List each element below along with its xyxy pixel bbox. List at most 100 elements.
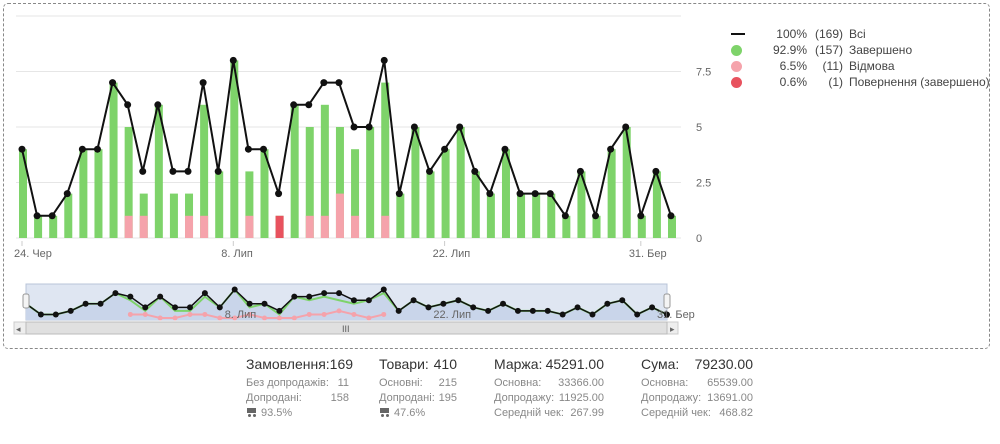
orders-label: Замовлення: [246,356,330,372]
data-point [652,167,660,175]
bar-returned [275,215,284,238]
navigator-point [350,297,357,304]
bar-completed [94,149,103,238]
bar-refused [139,215,148,238]
data-point [546,190,554,198]
y-tick-label: 7.5 [696,67,711,79]
x-axis-ticks: 24. Чер 8. Лип 22. Лип 31. Бер [14,241,667,260]
bar-completed [200,104,209,238]
navigator[interactable]: 8. Лип 22. Лип 31. Бер III ◂ ▸ [13,283,695,335]
stats-orders: Замовлення: 169 Без допродажів: 11 Допрода… [246,356,354,419]
data-point [501,145,509,153]
data-point [426,167,434,175]
data-point [259,145,267,153]
navigator-point [261,300,268,307]
navigator-point [216,304,223,311]
navigator-tick-label: 8. Лип [225,309,257,321]
navigator-refused-point [127,311,133,317]
data-point [531,190,539,198]
bar-completed [169,193,178,238]
bar-completed [426,171,435,238]
navigator-refused-point [291,315,297,321]
data-point [456,123,464,131]
navigator-refused-point [306,311,312,317]
data-point [576,167,584,175]
x-tick-label: 31. Бер [629,248,667,260]
navigator-point [395,307,402,314]
data-point [441,145,449,153]
navigator-refused-point [202,311,208,317]
data-point [199,79,207,87]
y-tick-label: 5 [696,122,702,134]
data-point [33,212,41,220]
data-point [275,190,283,198]
navigator-point [112,290,119,297]
navigator-point [142,304,149,311]
bar-completed [577,171,586,238]
navigator-point [67,307,74,314]
legend-item-returned[interactable]: 0.6% (1) Повернення (завершено) [731,74,990,90]
data-point [305,101,313,109]
navigator-point [559,311,566,318]
bar-completed [245,171,254,238]
bar-refused [351,215,360,238]
bar-refused [320,215,329,238]
bar-completed [335,127,344,238]
bar-completed [215,171,224,238]
bar-completed [305,127,314,238]
navigator-point [514,307,521,314]
navigator-point [82,300,89,307]
navigator-point [455,297,462,304]
scroll-left-arrow: ◂ [16,324,21,334]
legend-item-all[interactable]: 100% (169) Всі [731,26,990,42]
navigator-refused-point [336,308,342,314]
data-point [410,123,418,131]
navigator-refused-point [232,315,238,321]
navigator-refused-point [262,315,268,321]
chart-panel: 24. Чер 8. Лип 22. Лип 31. Бер 0 2.5 5 7.5 8. … [3,3,990,349]
navigator-handle [663,293,671,309]
margin-value: 45291.00 [545,356,604,372]
bar-completed [49,215,58,238]
data-point [169,167,177,175]
data-point [63,190,71,198]
stats-sum: Сума: 79230.00 Основна: 65539.00 Допродажу… [641,356,753,419]
data-point [592,212,600,220]
navigator-point [470,304,477,311]
navigator-point [157,293,164,300]
navigator-point [380,286,387,293]
bar-completed [396,193,405,238]
margin-label: Маржа: [494,356,543,372]
data-point [18,145,26,153]
bar-refused [200,215,209,238]
navigator-point [574,304,581,311]
legend-item-refused[interactable]: 6.5% (11) Відмова [731,58,990,74]
line-marker-icon [731,33,745,35]
navigator-refused-point [321,311,327,317]
chart-svg: 24. Чер 8. Лип 22. Лип 31. Бер 0 2.5 5 7.5 8. … [13,15,711,335]
navigator-area [26,289,667,320]
bar-completed [366,127,375,238]
data-point [335,79,343,87]
navigator-point [500,300,507,307]
data-point [380,56,388,64]
bar-completed [517,193,526,238]
legend-item-completed[interactable]: 92.9% (157) Завершено [731,42,990,58]
bar-completed [486,193,495,238]
data-point [124,101,132,109]
bar-completed [34,215,43,238]
data-point [229,56,237,64]
x-tick-label: 24. Чер [14,248,52,260]
bar-completed [79,149,88,238]
orders-pct: 93.5% [261,407,293,419]
sum-label: Сума: [641,356,680,372]
data-point [93,145,101,153]
sum-value: 79230.00 [694,356,753,372]
data-point [637,212,645,220]
navigator-point [231,286,238,293]
navigator-handle [22,293,30,309]
scroll-right-arrow: ▸ [670,324,675,334]
stats-goods: Товари: 410 Основні: 215 Допродані: 195 47.… [379,356,457,419]
bar-completed [562,215,571,238]
bar-completed [109,82,118,238]
